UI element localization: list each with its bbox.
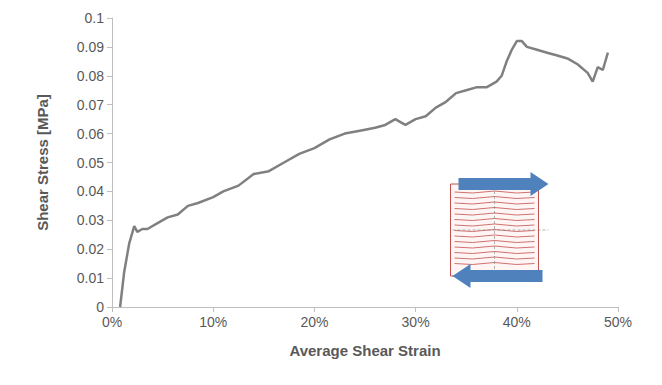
svg-text:30%: 30% bbox=[402, 314, 430, 330]
svg-text:0.01: 0.01 bbox=[77, 270, 104, 286]
svg-text:0.05: 0.05 bbox=[77, 155, 104, 171]
svg-text:Shear Stress [MPa]: Shear Stress [MPa] bbox=[34, 94, 51, 231]
svg-text:0.07: 0.07 bbox=[77, 97, 104, 113]
svg-text:0.09: 0.09 bbox=[77, 39, 104, 55]
svg-text:0.1: 0.1 bbox=[85, 10, 105, 26]
svg-text:0.08: 0.08 bbox=[77, 68, 104, 84]
svg-text:0.02: 0.02 bbox=[77, 241, 104, 257]
svg-text:0.06: 0.06 bbox=[77, 126, 104, 142]
svg-text:0.03: 0.03 bbox=[77, 212, 104, 228]
svg-text:0.04: 0.04 bbox=[77, 183, 104, 199]
svg-text:10%: 10% bbox=[199, 314, 227, 330]
svg-text:0: 0 bbox=[96, 299, 104, 315]
svg-text:40%: 40% bbox=[503, 314, 531, 330]
svg-text:20%: 20% bbox=[300, 314, 328, 330]
svg-text:0%: 0% bbox=[102, 314, 122, 330]
svg-text:Average Shear Strain: Average Shear Strain bbox=[289, 342, 440, 359]
svg-text:50%: 50% bbox=[604, 314, 632, 330]
